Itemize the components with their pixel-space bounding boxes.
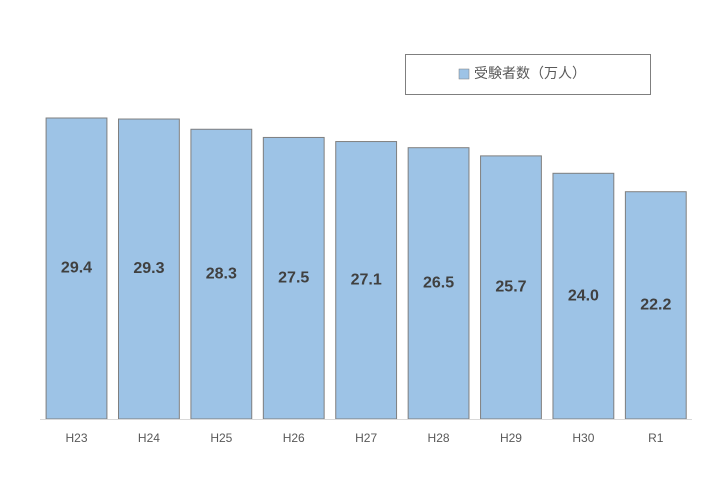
bar (190, 128, 253, 420)
value-label: 27.5 (278, 269, 309, 286)
x-tick-label: H28 (428, 431, 450, 445)
x-tick-label: H26 (283, 431, 305, 445)
bar (624, 191, 687, 420)
value-label: 27.1 (351, 271, 382, 288)
value-label: 24.0 (568, 287, 599, 304)
bar (335, 141, 398, 420)
bar (45, 117, 108, 420)
x-tick-label: H25 (210, 431, 232, 445)
value-label: 29.4 (61, 260, 92, 277)
x-tick-label: H27 (355, 431, 377, 445)
legend-box (405, 54, 651, 95)
value-label: 22.2 (640, 297, 671, 314)
value-label: 28.3 (206, 265, 237, 282)
x-tick-label: H30 (572, 431, 594, 445)
bar (480, 155, 542, 420)
x-tick-label: H29 (500, 431, 522, 445)
x-tick-label: H23 (65, 431, 87, 445)
x-tick-label: R1 (648, 431, 664, 445)
x-tick-label: H24 (138, 431, 160, 445)
legend-swatch (458, 68, 470, 80)
bar (118, 118, 180, 420)
value-label: 26.5 (423, 275, 454, 292)
legend-label: 受験者数（万人） (474, 65, 586, 81)
bar (262, 136, 325, 420)
value-label: 25.7 (495, 279, 526, 296)
value-label: 29.3 (133, 260, 164, 277)
